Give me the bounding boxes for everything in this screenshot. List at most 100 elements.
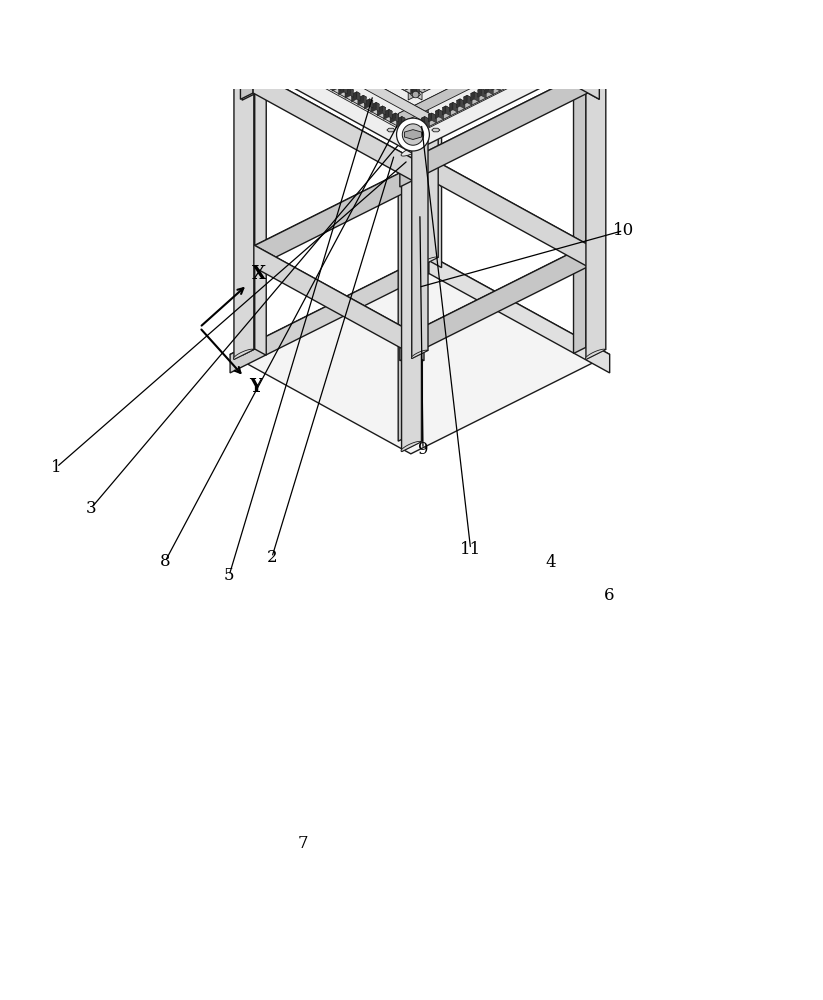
Polygon shape (528, 63, 536, 68)
Polygon shape (333, 39, 337, 48)
Polygon shape (445, 67, 453, 71)
Polygon shape (586, 54, 606, 359)
Polygon shape (402, 13, 430, 27)
Polygon shape (492, 81, 500, 86)
Polygon shape (400, 245, 588, 361)
Polygon shape (570, 42, 579, 47)
Polygon shape (418, 0, 438, 267)
Polygon shape (429, 255, 610, 373)
Polygon shape (430, 0, 442, 268)
Polygon shape (542, 56, 550, 61)
Polygon shape (329, 25, 332, 34)
Polygon shape (315, 32, 323, 36)
Polygon shape (385, 0, 388, 6)
Polygon shape (464, 0, 467, 9)
Polygon shape (564, 40, 570, 50)
Polygon shape (520, 67, 528, 71)
Polygon shape (345, 88, 351, 98)
Polygon shape (365, 56, 369, 65)
Polygon shape (351, 88, 354, 97)
Polygon shape (472, 7, 477, 17)
Polygon shape (538, 25, 546, 30)
Polygon shape (428, 113, 432, 122)
Polygon shape (457, 99, 460, 108)
Polygon shape (543, 25, 546, 35)
Polygon shape (351, 14, 358, 18)
Polygon shape (300, 63, 305, 74)
Polygon shape (538, 60, 543, 70)
Polygon shape (400, 71, 599, 171)
Polygon shape (528, 63, 531, 73)
Polygon shape (288, 0, 443, 57)
Text: X: X (252, 265, 266, 283)
Polygon shape (509, 25, 512, 34)
Polygon shape (547, 70, 556, 74)
Polygon shape (421, 81, 425, 90)
Polygon shape (588, 245, 599, 273)
Polygon shape (303, 22, 312, 26)
Polygon shape (429, 0, 599, 77)
Polygon shape (399, 77, 407, 81)
Polygon shape (365, 99, 373, 103)
Polygon shape (315, 32, 319, 41)
Polygon shape (242, 158, 442, 258)
Polygon shape (368, 7, 372, 17)
Polygon shape (326, 28, 330, 38)
Polygon shape (506, 8, 514, 12)
Polygon shape (338, 4, 347, 9)
Polygon shape (470, 56, 474, 66)
Polygon shape (417, 120, 422, 130)
Polygon shape (516, 32, 519, 41)
Circle shape (548, 42, 581, 75)
Polygon shape (470, 4, 473, 13)
Polygon shape (425, 0, 537, 62)
Polygon shape (516, 32, 523, 36)
Polygon shape (242, 0, 430, 100)
Polygon shape (281, 45, 289, 49)
Polygon shape (412, 350, 428, 358)
Polygon shape (505, 39, 509, 48)
Polygon shape (404, 130, 421, 139)
Polygon shape (278, 36, 283, 46)
Polygon shape (563, 36, 566, 45)
Polygon shape (467, 56, 474, 60)
Polygon shape (492, 81, 495, 90)
Polygon shape (534, 60, 538, 69)
Circle shape (397, 118, 430, 151)
Polygon shape (502, 21, 505, 30)
Polygon shape (408, 37, 527, 96)
Polygon shape (485, 14, 492, 18)
Polygon shape (495, 18, 499, 27)
Polygon shape (331, 78, 334, 87)
Polygon shape (258, 47, 267, 59)
Polygon shape (288, 0, 436, 64)
Polygon shape (445, 37, 473, 51)
Polygon shape (351, 92, 360, 96)
Polygon shape (289, 29, 297, 33)
Polygon shape (320, 37, 422, 100)
Polygon shape (382, 0, 386, 10)
Polygon shape (429, 157, 599, 273)
Polygon shape (234, 54, 253, 359)
Polygon shape (371, 4, 379, 8)
Polygon shape (345, 88, 354, 93)
Polygon shape (559, 49, 564, 59)
Polygon shape (335, 8, 340, 18)
Polygon shape (391, 70, 394, 79)
Polygon shape (542, 56, 545, 66)
Polygon shape (310, 18, 319, 23)
Polygon shape (296, 25, 305, 30)
Polygon shape (429, 0, 599, 99)
Polygon shape (416, 20, 427, 37)
Polygon shape (481, 88, 486, 98)
Polygon shape (532, 22, 537, 32)
Polygon shape (262, 42, 270, 47)
Polygon shape (406, 81, 413, 85)
Polygon shape (431, 74, 439, 78)
Polygon shape (340, 42, 343, 51)
Polygon shape (570, 43, 579, 48)
Polygon shape (449, 102, 453, 112)
Polygon shape (374, 63, 378, 73)
Polygon shape (411, 84, 414, 93)
Polygon shape (419, 13, 430, 38)
